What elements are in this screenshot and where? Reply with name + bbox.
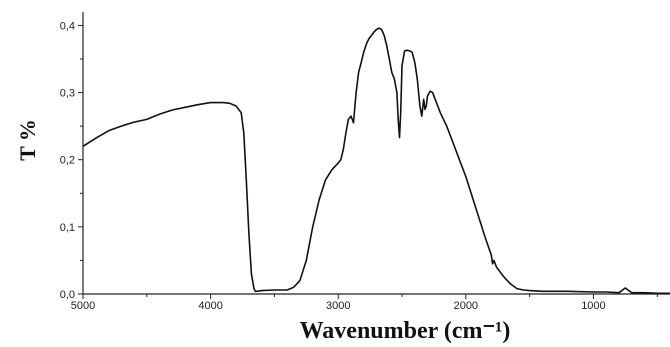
y-axis-title: T % xyxy=(15,119,40,161)
x-tick-label: 5000 xyxy=(71,300,95,312)
x-tick-label: 4000 xyxy=(198,300,222,312)
x-axis-title: Wavenumber (cm⁻¹) xyxy=(300,318,511,344)
y-tick-label: 0,1 xyxy=(60,222,75,234)
plot-area xyxy=(82,27,670,295)
y-tick-label: 0,0 xyxy=(60,289,75,301)
y-tick-label: 0,3 xyxy=(60,88,75,100)
spectrum-line xyxy=(82,27,670,295)
y-tick-label: 0,2 xyxy=(60,155,75,167)
axes xyxy=(82,12,670,295)
x-tick-label: 1000 xyxy=(581,300,605,312)
x-tick-label: 3000 xyxy=(326,300,350,312)
y-tick-label: 0,4 xyxy=(60,20,75,32)
ticks: 5000 4000 3000 2000 1000 0,0 0,1 0,2 0,3 0,4 xyxy=(60,20,658,312)
x-tick-label: 2000 xyxy=(454,300,478,312)
